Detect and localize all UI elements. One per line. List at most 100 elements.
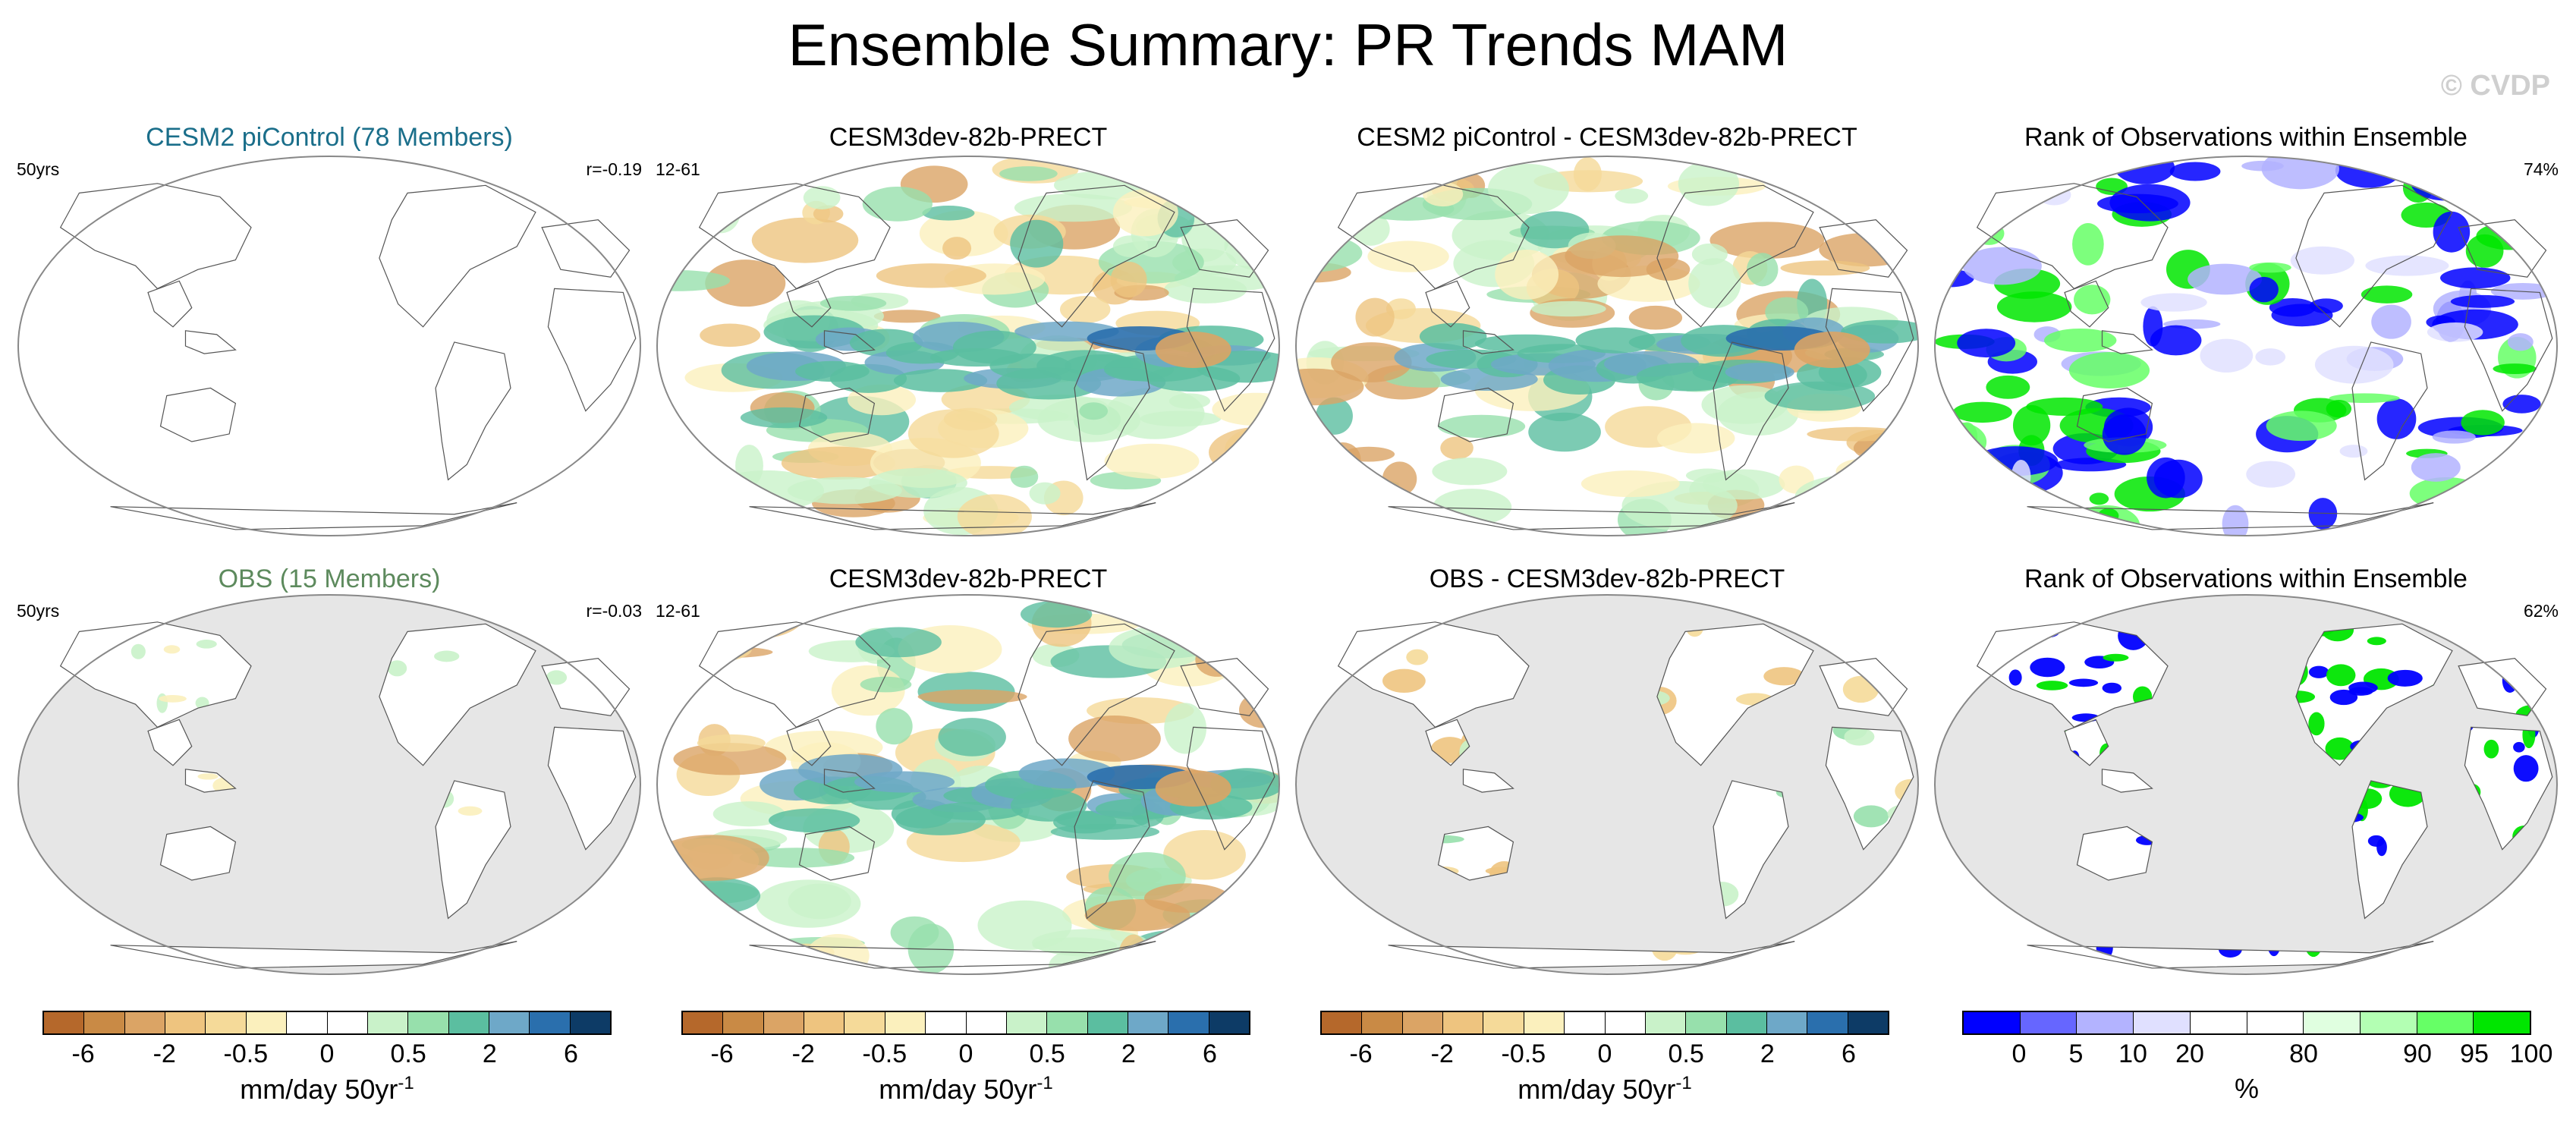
colorbar-swatch (763, 1012, 805, 1033)
colorbar-swatch (2304, 1012, 2361, 1033)
map-background (18, 156, 640, 536)
map-border (17, 156, 641, 536)
colorbar-units: mm/day 50yr-1 (879, 1073, 1053, 1105)
robinson-map (17, 155, 642, 537)
panel-period-label: 50yrs (17, 601, 60, 621)
colorbar-swatch (1565, 1012, 1606, 1033)
colorbar-swatch (1766, 1012, 1808, 1033)
panel-title: OBS (15 Members) (218, 565, 441, 593)
colorbar-tick-label: -6 (1349, 1040, 1373, 1068)
colorbar-tick-label: -2 (1430, 1040, 1454, 1068)
robinson-map (1294, 593, 1920, 976)
colorbar-rank (1962, 1011, 2531, 1035)
colorbar-tick-label: 90 (2403, 1040, 2432, 1068)
colorbar-swatch (845, 1012, 885, 1033)
colorbar-swatch (1209, 1012, 1250, 1033)
colorbar-swatch (1168, 1012, 1209, 1033)
colorbar-swatch (2134, 1012, 2191, 1033)
colorbar-swatch (1362, 1012, 1403, 1033)
colorbar-swatch (1645, 1012, 1687, 1033)
colorbar-swatch (2474, 1012, 2530, 1033)
colorbar-tick-label: 95 (2460, 1040, 2489, 1068)
colorbar-tick-label: 100 (2509, 1040, 2553, 1068)
colorbar-swatch (966, 1012, 1007, 1033)
panel-title: CESM3dev-82b-PRECT (829, 565, 1108, 593)
colorbar-swatch (1402, 1012, 1444, 1033)
colorbar-swatch (885, 1012, 926, 1033)
colorbar-swatch (1605, 1012, 1646, 1033)
colorbar-swatch (723, 1012, 764, 1033)
colorbar-swatch (44, 1012, 85, 1033)
colorbar-tick-label: 0 (319, 1040, 335, 1068)
colorbar-swatch (327, 1012, 368, 1033)
colorbar-swatch (1443, 1012, 1484, 1033)
colorbar-tick-label: 20 (2175, 1040, 2204, 1068)
colorbar-swatch (367, 1012, 409, 1033)
map-border (1295, 594, 1919, 975)
colorbar-swatch (246, 1012, 288, 1033)
panel-stat-label: 62% (2523, 601, 2559, 621)
colorbar-swatch (448, 1012, 489, 1033)
colorbar-swatch (1322, 1012, 1363, 1033)
colorbar-tick-label: 10 (2118, 1040, 2147, 1068)
panel-title: CESM2 piControl - CESM3dev-82b-PRECT (1357, 123, 1857, 152)
colorbar-swatch (570, 1012, 611, 1033)
colorbar-swatch (489, 1012, 530, 1033)
colorbar-trend (681, 1011, 1250, 1035)
colorbar-tick-label: 2 (1121, 1040, 1136, 1068)
coastlines (1338, 622, 1914, 968)
figure-title: Ensemble Summary: PR Trends MAM (788, 11, 1788, 78)
panel-stat-label: r=-0.19 (586, 159, 642, 179)
panel-stat-label: r=-0.03 (586, 601, 642, 621)
colorbar-tick-label: 2 (482, 1040, 497, 1068)
coastlines (1338, 184, 1914, 530)
panel-period-label: 12-61 (656, 601, 700, 621)
coastlines (61, 622, 636, 968)
map-border (656, 594, 1280, 975)
colorbar-swatch (2360, 1012, 2417, 1033)
colorbar-swatch (408, 1012, 449, 1033)
map-border (1934, 156, 2558, 536)
colorbar-units: mm/day 50yr-1 (1518, 1073, 1692, 1105)
cvdp-watermark: © CVDP (2440, 70, 2550, 102)
colorbar-swatch (2247, 1012, 2304, 1033)
panel-stat-label: 74% (2523, 159, 2559, 179)
robinson-map (656, 593, 1281, 976)
coastlines (1977, 184, 2552, 530)
colorbar-units: mm/day 50yr-1 (240, 1073, 414, 1105)
colorbar-tick-label: 6 (1841, 1040, 1856, 1068)
colorbar-tick-label: -0.5 (862, 1040, 907, 1068)
colorbar-tick-label: 0.5 (1668, 1040, 1704, 1068)
robinson-map (656, 155, 1281, 537)
panel-title: Rank of Observations within Ensemble (2024, 565, 2467, 593)
colorbar-tick-label: -2 (153, 1040, 176, 1068)
colorbar-tick-label: 0 (958, 1040, 973, 1068)
colorbar-swatch (1964, 1012, 2021, 1033)
colorbar-swatch (287, 1012, 328, 1033)
colorbar-swatch (1524, 1012, 1565, 1033)
panel-title: CESM3dev-82b-PRECT (829, 123, 1108, 152)
colorbar-tick-label: -0.5 (1501, 1040, 1546, 1068)
colorbar-trend (1320, 1011, 1889, 1035)
robinson-map (1294, 155, 1920, 537)
colorbar-swatch (1726, 1012, 1767, 1033)
colorbar-swatch (1087, 1012, 1128, 1033)
colorbar-trend (42, 1011, 612, 1035)
colorbar-swatch (84, 1012, 125, 1033)
map-border (1295, 156, 1919, 536)
map-border (17, 594, 641, 975)
coastlines (700, 184, 1275, 530)
robinson-map (17, 593, 642, 976)
robinson-map (1933, 593, 2559, 976)
colorbar-tick-label: 2 (1760, 1040, 1775, 1068)
colorbar-swatch (206, 1012, 247, 1033)
colorbar-tick-label: -6 (71, 1040, 95, 1068)
map-border (1934, 594, 2558, 975)
data-field (1296, 156, 1918, 536)
colorbar-tick-label: 0 (1597, 1040, 1612, 1068)
colorbar-swatch (124, 1012, 166, 1033)
colorbar-swatch (1047, 1012, 1088, 1033)
coastlines (1977, 622, 2552, 968)
colorbar-swatch (165, 1012, 206, 1033)
panel-period-label: 50yrs (17, 159, 60, 179)
